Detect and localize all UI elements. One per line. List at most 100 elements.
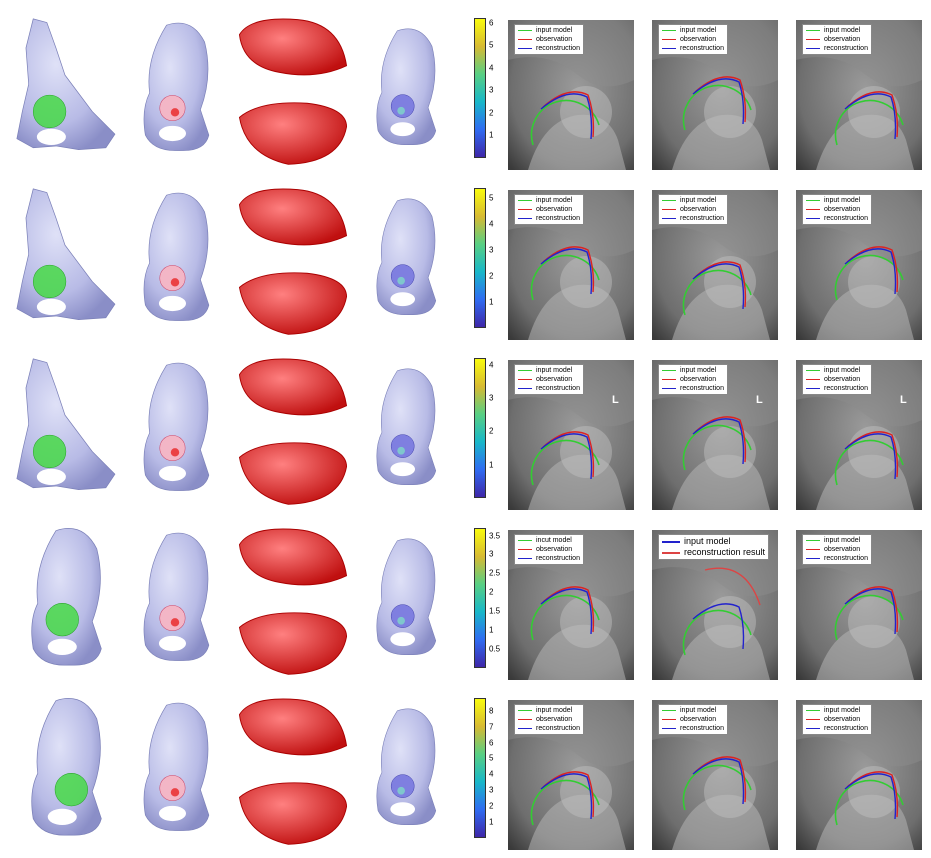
- xray-r3-c1: input model reconstruction result: [652, 530, 778, 680]
- colorbar-tick-label: 4: [489, 219, 494, 229]
- colorbar-tick-label: 7: [489, 722, 494, 732]
- legend-entry-label: observation: [680, 376, 717, 383]
- colorbar-tick-label: 8: [489, 706, 494, 716]
- legend-entry-label: incut model: [536, 537, 572, 544]
- xray-legend: input model observation reconstruction: [802, 704, 872, 735]
- legend-swatch: [806, 558, 820, 559]
- legend-entry-label: input model: [824, 197, 861, 204]
- colorbar-tick-label: 3: [489, 785, 494, 795]
- legend-entry-label: reconstruction: [824, 45, 868, 52]
- colorbar-gradient: [474, 528, 486, 668]
- colorbar-tick-label: 2: [489, 108, 494, 118]
- legend-swatch: [806, 209, 820, 210]
- colorbar-tick-label: 4: [489, 63, 494, 73]
- legend-entry: observation: [806, 35, 868, 44]
- colorbar: 1 2 3 4: [474, 358, 508, 498]
- legend-swatch: [518, 388, 532, 389]
- xray-r1-c1: input model observation reconstruction: [652, 190, 778, 340]
- legend-swatch: [662, 719, 676, 720]
- colorbar-tick-label: 2: [489, 801, 494, 811]
- legend-swatch: [518, 379, 532, 380]
- legend-entry-label: input model: [824, 367, 861, 374]
- colorbar-gradient: [474, 188, 486, 328]
- colorbar-tick-label: 4: [489, 769, 494, 779]
- legend-swatch: [662, 218, 676, 219]
- legend-entry: input model: [662, 366, 724, 375]
- pelvis-green-r0: [6, 4, 124, 169]
- legend-swatch: [518, 540, 532, 541]
- legend-entry-label: input model: [680, 27, 717, 34]
- legend-entry: reconstruction: [662, 384, 724, 393]
- colorbar-tick-label: 3: [489, 549, 494, 559]
- side-marker-label: L: [900, 394, 907, 406]
- legend-entry-label: reconstruction: [824, 725, 868, 732]
- pelvis-blue-r1: [355, 174, 455, 339]
- xray-r0-c1: input model observation reconstruction: [652, 20, 778, 170]
- colorbar-tick-label: 6: [489, 738, 494, 748]
- legend-entry: observation: [518, 205, 580, 214]
- pelvis-green-r3: [6, 514, 124, 679]
- pelvis-blue-r3: [355, 514, 455, 679]
- pelvis-green-r4: [6, 684, 124, 849]
- xray-legend: input model observation reconstruction: [658, 364, 728, 395]
- colorbar-tick-label: 2.5: [489, 568, 501, 578]
- legend-entry-label: observation: [680, 716, 717, 723]
- legend-entry: input model: [806, 536, 868, 545]
- legend-entry-label: reconstruction: [536, 45, 580, 52]
- legend-swatch: [518, 48, 532, 49]
- pelvis-blue-r2: [355, 344, 455, 509]
- legend-entry: observation: [806, 375, 868, 384]
- legend-entry-label: reconstruction: [680, 385, 724, 392]
- legend-entry-label: observation: [680, 206, 717, 213]
- legend-entry-label: observation: [536, 36, 573, 43]
- colorbar-tick-label: 1: [489, 130, 494, 140]
- cups-r1: [228, 184, 358, 339]
- legend-entry-label: observation: [536, 376, 573, 383]
- legend-swatch: [518, 209, 532, 210]
- xray-r4-c1: input model observation reconstruction: [652, 700, 778, 850]
- legend-entry: reconstruction: [518, 384, 580, 393]
- legend-entry-label: input model: [680, 707, 717, 714]
- legend-swatch: [518, 30, 532, 31]
- legend-entry: input model: [662, 26, 724, 35]
- legend-entry-label: input model: [680, 367, 717, 374]
- pelvis-red-r1: [120, 174, 230, 339]
- legend-entry-label: reconstruction: [680, 725, 724, 732]
- legend-entry-label: observation: [536, 716, 573, 723]
- legend-swatch: [806, 39, 820, 40]
- colorbar-tick-label: 3: [489, 245, 494, 255]
- legend-entry: observation: [806, 715, 868, 724]
- legend-entry-label: reconstruction: [680, 215, 724, 222]
- legend-swatch: [806, 540, 820, 541]
- colorbar-tick-label: 1: [489, 460, 494, 470]
- legend-entry: input model: [518, 366, 580, 375]
- legend-entry-label: input model: [536, 367, 573, 374]
- colorbar-tick-label: 1.5: [489, 606, 501, 616]
- legend-swatch: [806, 30, 820, 31]
- xray-r2-c0: input model observation reconstruction L: [508, 360, 634, 510]
- legend-entry-label: observation: [824, 206, 861, 213]
- legend-entry-label: input model: [680, 197, 717, 204]
- legend-swatch: [806, 549, 820, 550]
- legend-entry: observation: [662, 205, 724, 214]
- colorbar-tick-label: 3.5: [489, 531, 501, 541]
- legend-entry: input model: [518, 26, 580, 35]
- legend-entry: input model: [662, 196, 724, 205]
- xray-legend: input model observation reconstruction: [802, 534, 872, 565]
- legend-entry: reconstruction result: [662, 547, 765, 558]
- legend-entry: incut model: [518, 536, 580, 545]
- legend-entry: input model: [806, 366, 868, 375]
- colorbar: 1 2 3 4 5: [474, 188, 508, 328]
- legend-swatch: [518, 549, 532, 550]
- legend-entry: reconstruction: [518, 44, 580, 53]
- side-marker-label: L: [756, 394, 763, 406]
- xray-r2-c1: input model observation reconstruction L: [652, 360, 778, 510]
- legend-entry-label: observation: [824, 716, 861, 723]
- legend-entry: observation: [662, 715, 724, 724]
- legend-entry: reconstruction: [662, 44, 724, 53]
- colorbar: 0.5 1 1.5 2 2.5 3 3.5: [474, 528, 508, 668]
- legend-entry-label: observation: [536, 546, 573, 553]
- legend-entry-label: input model: [536, 197, 573, 204]
- legend-entry-label: reconstruction: [824, 555, 868, 562]
- pelvis-red-r0: [120, 4, 230, 169]
